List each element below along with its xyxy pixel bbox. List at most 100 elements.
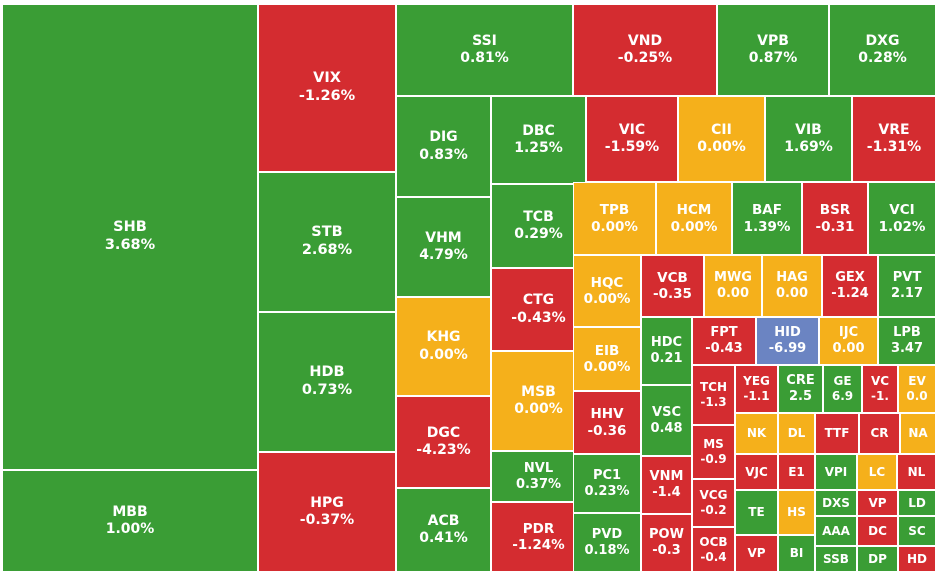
treemap-tile-dgc-13[interactable]: DGC -4.23% bbox=[396, 396, 491, 488]
treemap-tile-cre-53[interactable]: CRE 2.5 bbox=[778, 365, 823, 413]
treemap-tile-stb-3[interactable]: STB 2.68% bbox=[258, 172, 396, 312]
treemap-tile-dbc-15[interactable]: DBC 1.25% bbox=[491, 96, 586, 184]
tile-ticker-label: VPI bbox=[824, 464, 848, 479]
tile-ticker-label: VIC bbox=[618, 121, 646, 138]
treemap-tile-vci-29[interactable]: VCI 1.02% bbox=[868, 182, 936, 255]
treemap-tile-vic-21[interactable]: VIC -1.59% bbox=[586, 96, 678, 182]
treemap-tile-ctg-17[interactable]: CTG -0.43% bbox=[491, 268, 586, 351]
treemap-tile-te-67[interactable]: TE bbox=[735, 490, 778, 535]
tile-ticker-label: VIX bbox=[313, 70, 341, 87]
treemap-tile-vhm-11[interactable]: VHM 4.79% bbox=[396, 197, 491, 297]
tile-change-value: -0.43 bbox=[705, 341, 743, 356]
treemap-tile-hd-79[interactable]: HD bbox=[898, 546, 936, 572]
treemap-tile-mbb-1[interactable]: MBB 1.00% bbox=[2, 470, 258, 572]
tile-ticker-label: GE bbox=[833, 374, 852, 389]
treemap-tile-tcb-16[interactable]: TCB 0.29% bbox=[491, 184, 586, 268]
treemap-tile-ms-49[interactable]: MS -0.9 bbox=[692, 425, 735, 479]
tile-ticker-label: CRE bbox=[786, 373, 815, 389]
treemap-tile-hdb-4[interactable]: HDB 0.73% bbox=[258, 312, 396, 452]
treemap-tile-aaa-74[interactable]: AAA bbox=[815, 516, 857, 546]
treemap-tile-pvt-39[interactable]: PVT 2.17 bbox=[878, 255, 936, 317]
treemap-tile-ocb-51[interactable]: OCB -0.4 bbox=[692, 527, 735, 572]
treemap-tile-hdc-40[interactable]: HDC 0.21 bbox=[641, 317, 692, 385]
treemap-tile-ssb-77[interactable]: SSB bbox=[815, 546, 857, 572]
treemap-tile-acb-14[interactable]: ACB 0.41% bbox=[396, 488, 491, 572]
treemap-tile-hqc-30[interactable]: HQC 0.00% bbox=[573, 255, 641, 327]
treemap-tile-vib-23[interactable]: VIB 1.69% bbox=[765, 96, 852, 182]
treemap-tile-pvd-34[interactable]: PVD 0.18% bbox=[573, 513, 641, 572]
treemap-tile-pdr-20[interactable]: PDR -1.24% bbox=[491, 502, 586, 572]
treemap-tile-pc1-33[interactable]: PC1 0.23% bbox=[573, 454, 641, 513]
treemap-tile-khg-12[interactable]: KHG 0.00% bbox=[396, 297, 491, 396]
treemap-tile-tch-48[interactable]: TCH -1.3 bbox=[692, 365, 735, 425]
tile-change-value: 0.00% bbox=[419, 346, 468, 363]
tile-ticker-label: DC bbox=[868, 523, 887, 538]
treemap-tile-nl-66[interactable]: NL bbox=[897, 454, 936, 490]
treemap-tile-vjc-62[interactable]: VJC bbox=[735, 454, 778, 490]
tile-ticker-label: PVD bbox=[591, 526, 623, 542]
tile-change-value: -0.43% bbox=[511, 309, 566, 326]
treemap-tile-vp-70[interactable]: VP bbox=[857, 490, 898, 516]
treemap-tile-hag-37[interactable]: HAG 0.00 bbox=[762, 255, 822, 317]
treemap-tile-cii-22[interactable]: CII 0.00% bbox=[678, 96, 765, 182]
tile-ticker-label: TTF bbox=[824, 426, 850, 441]
treemap-tile-dl-58[interactable]: DL bbox=[778, 413, 815, 454]
treemap-tile-dig-10[interactable]: DIG 0.83% bbox=[396, 96, 491, 197]
treemap-tile-ijc-46[interactable]: IJC 0.00 bbox=[819, 317, 878, 365]
tile-ticker-label: VIB bbox=[795, 121, 822, 138]
treemap-tile-vnd-7[interactable]: VND -0.25% bbox=[573, 4, 717, 96]
treemap-tile-vc-55[interactable]: VC -1. bbox=[862, 365, 898, 413]
treemap-tile-tpb-25[interactable]: TPB 0.00% bbox=[573, 182, 656, 255]
tile-change-value: -0.31 bbox=[815, 218, 855, 235]
treemap-tile-ttf-59[interactable]: TTF bbox=[815, 413, 859, 454]
treemap-tile-bsr-28[interactable]: BSR -0.31 bbox=[802, 182, 868, 255]
tile-ticker-label: E1 bbox=[788, 464, 805, 479]
treemap-tile-shb-0[interactable]: SHB 3.68% bbox=[2, 4, 258, 470]
treemap-tile-yeg-52[interactable]: YEG -1.1 bbox=[735, 365, 778, 413]
treemap-tile-ssi-6[interactable]: SSI 0.81% bbox=[396, 4, 573, 96]
treemap-tile-vp-72[interactable]: VP bbox=[735, 535, 778, 572]
treemap-tile-ld-71[interactable]: LD bbox=[898, 490, 936, 516]
treemap-tile-lpb-47[interactable]: LPB 3.47 bbox=[878, 317, 936, 365]
treemap-tile-hid-45[interactable]: HID -6.99 bbox=[756, 317, 819, 365]
tile-change-value: 0.18% bbox=[584, 542, 630, 558]
treemap-tile-hs-68[interactable]: HS bbox=[778, 490, 815, 535]
treemap-tile-fpt-44[interactable]: FPT -0.43 bbox=[692, 317, 756, 365]
treemap-tile-dc-75[interactable]: DC bbox=[857, 516, 898, 546]
treemap-tile-nk-57[interactable]: NK bbox=[735, 413, 778, 454]
treemap-tile-bi-73[interactable]: BI bbox=[778, 535, 815, 572]
treemap-tile-pow-43[interactable]: POW -0.3 bbox=[641, 514, 692, 572]
treemap-tile-eib-31[interactable]: EIB 0.00% bbox=[573, 327, 641, 391]
treemap-tile-ev-56[interactable]: EV 0.0 bbox=[898, 365, 936, 413]
treemap-tile-e1-63[interactable]: E1 bbox=[778, 454, 815, 490]
treemap-tile-vre-24[interactable]: VRE -1.31% bbox=[852, 96, 936, 182]
treemap-tile-vcg-50[interactable]: VCG -0.2 bbox=[692, 479, 735, 527]
treemap-tile-nvl-19[interactable]: NVL 0.37% bbox=[491, 451, 586, 502]
treemap-tile-lc-65[interactable]: LC bbox=[857, 454, 897, 490]
tile-ticker-label: CR bbox=[870, 426, 889, 441]
treemap-tile-baf-27[interactable]: BAF 1.39% bbox=[732, 182, 802, 255]
treemap-tile-vsc-41[interactable]: VSC 0.48 bbox=[641, 385, 692, 456]
treemap-tile-dxg-9[interactable]: DXG 0.28% bbox=[829, 4, 936, 96]
treemap-tile-vpi-64[interactable]: VPI bbox=[815, 454, 857, 490]
treemap-tile-hhv-32[interactable]: HHV -0.36 bbox=[573, 391, 641, 454]
treemap-tile-gex-38[interactable]: GEX -1.24 bbox=[822, 255, 878, 317]
tile-ticker-label: VP bbox=[747, 546, 766, 561]
treemap-tile-dp-78[interactable]: DP bbox=[857, 546, 898, 572]
treemap-tile-mwg-36[interactable]: MWG 0.00 bbox=[704, 255, 762, 317]
treemap-tile-vpb-8[interactable]: VPB 0.87% bbox=[717, 4, 829, 96]
treemap-tile-vnm-42[interactable]: VNM -1.4 bbox=[641, 456, 692, 514]
treemap-tile-hpg-5[interactable]: HPG -0.37% bbox=[258, 452, 396, 572]
treemap-tile-na-61[interactable]: NA bbox=[900, 413, 936, 454]
tile-ticker-label: MWG bbox=[714, 270, 752, 286]
tile-ticker-label: CII bbox=[711, 121, 732, 138]
tile-change-value: 0.48 bbox=[650, 420, 683, 436]
treemap-tile-dxs-69[interactable]: DXS bbox=[815, 490, 857, 516]
treemap-tile-vix-2[interactable]: VIX -1.26% bbox=[258, 4, 396, 172]
treemap-tile-cr-60[interactable]: CR bbox=[859, 413, 900, 454]
treemap-tile-msb-18[interactable]: MSB 0.00% bbox=[491, 351, 586, 451]
treemap-tile-sc-76[interactable]: SC bbox=[898, 516, 936, 546]
treemap-tile-hcm-26[interactable]: HCM 0.00% bbox=[656, 182, 732, 255]
treemap-tile-vcb-35[interactable]: VCB -0.35 bbox=[641, 255, 704, 317]
treemap-tile-ge-54[interactable]: GE 6.9 bbox=[823, 365, 862, 413]
